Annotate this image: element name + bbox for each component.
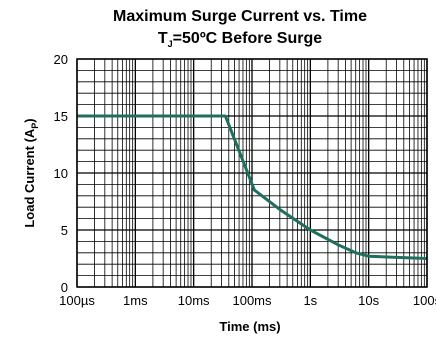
y-tick-label: 20 (54, 52, 68, 67)
series-layer (77, 114, 428, 260)
x-tick-label: 1ms (123, 293, 148, 308)
x-tick-label: 10ms (178, 293, 210, 308)
y-axis-label: Load Current (AP) (22, 118, 40, 227)
x-tick-label: 100s (413, 293, 436, 308)
y-tick-label: 10 (54, 166, 68, 181)
plot-frame (76, 58, 428, 288)
x-tick-label: 10s (358, 293, 379, 308)
x-tick-labels: 100µs 1ms 10ms 100ms 1s 10s 100s (59, 293, 436, 308)
x-axis-label: Time (ms) (219, 319, 280, 334)
y-tick-label: 15 (54, 109, 68, 124)
y-tick-label: 0 (61, 280, 68, 295)
x-tick-label: 100ms (232, 293, 272, 308)
x-tick-label: 100µs (59, 293, 95, 308)
y-tick-labels: 0 5 10 15 20 (54, 52, 68, 295)
y-tick-label: 5 (61, 223, 68, 238)
chart-title-line-2: TJ=50ºC Before Surge (158, 30, 322, 49)
series-line-0 (77, 114, 428, 260)
x-tick-label: 1s (303, 293, 317, 308)
chart-title-line-1: Maximum Surge Current vs. Time (113, 8, 367, 25)
